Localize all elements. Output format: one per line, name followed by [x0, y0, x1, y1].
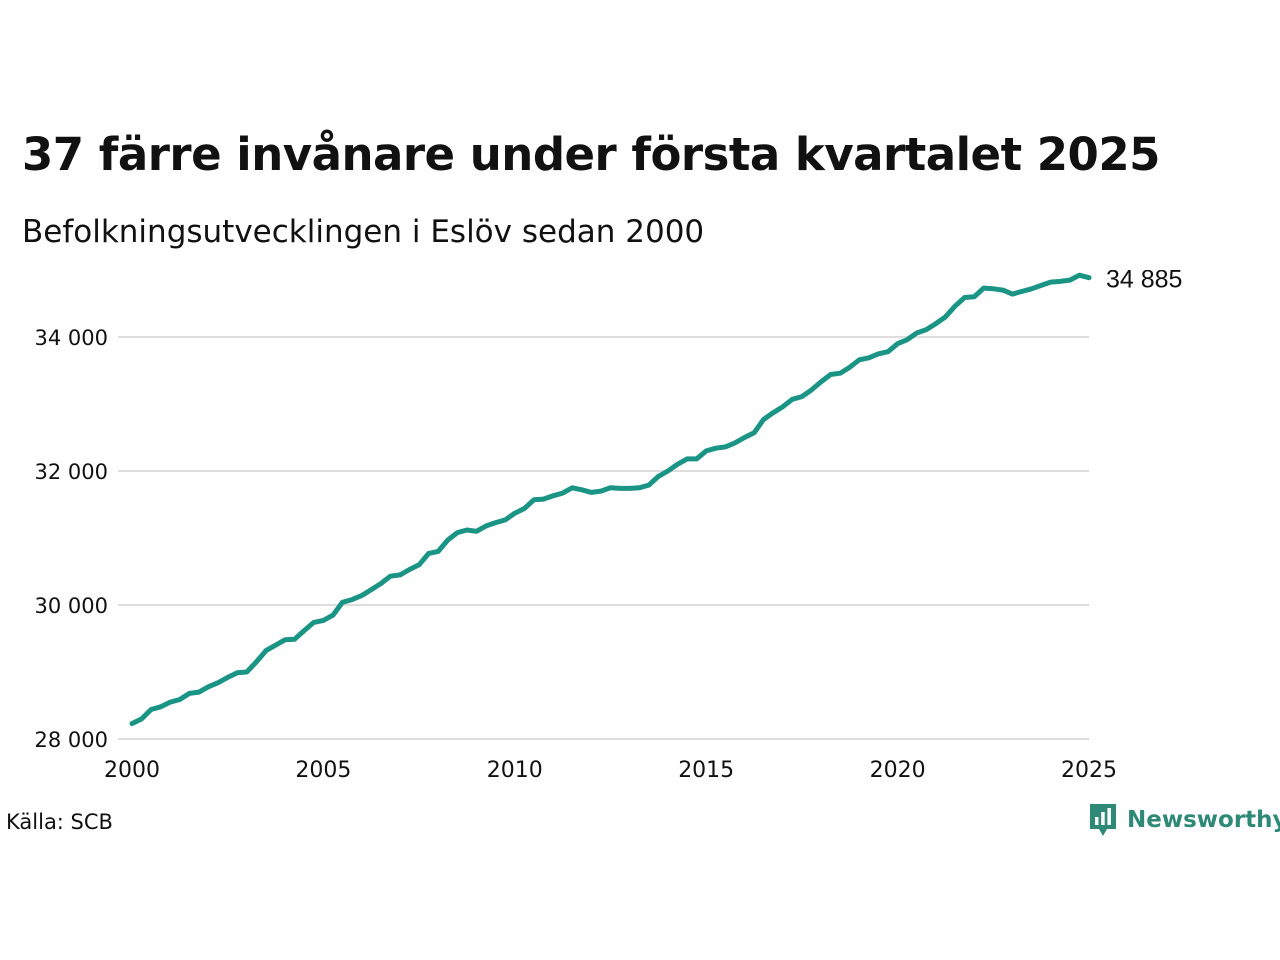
y-tick-label: 32 000: [35, 460, 108, 484]
population-line-chart: 28 000 30 000 32 000 34 000 2000 2005 2010 201…: [35, 270, 1183, 783]
newsworthy-chat-chart-icon: [1090, 804, 1116, 836]
x-tick-label: 2020: [870, 758, 926, 783]
y-tick-label: 28 000: [35, 728, 108, 752]
x-tick-label: 2010: [487, 758, 543, 783]
y-tick-label: 30 000: [35, 594, 108, 618]
brand-logo: Newsworthy: [1088, 802, 1280, 838]
gridlines: [118, 336, 1089, 740]
end-label-layer: 34 885: [1106, 270, 1182, 294]
series-layer: [129, 272, 1092, 727]
brand-name: Newsworthy: [1127, 807, 1280, 833]
source-note: Källa: SCB: [6, 810, 113, 834]
population-line: [129, 272, 1092, 727]
chart-subtitle: Befolkningsutvecklingen i Eslöv sedan 20…: [22, 214, 705, 250]
y-tick-label: 34 000: [35, 326, 108, 350]
x-tick-label: 2025: [1061, 758, 1117, 783]
x-tick-label: 2005: [295, 758, 351, 783]
end-value-label: 34 885: [1106, 270, 1182, 294]
chart-title: 37 färre invånare under första kvartalet…: [22, 128, 1161, 181]
x-tick-label: 2015: [678, 758, 734, 783]
x-tick-label: 2000: [104, 758, 160, 783]
x-axis-ticks: 2000 2005 2010 2015 2020 2025: [104, 758, 1117, 783]
y-axis-ticks: 28 000 30 000 32 000 34 000: [35, 326, 108, 752]
